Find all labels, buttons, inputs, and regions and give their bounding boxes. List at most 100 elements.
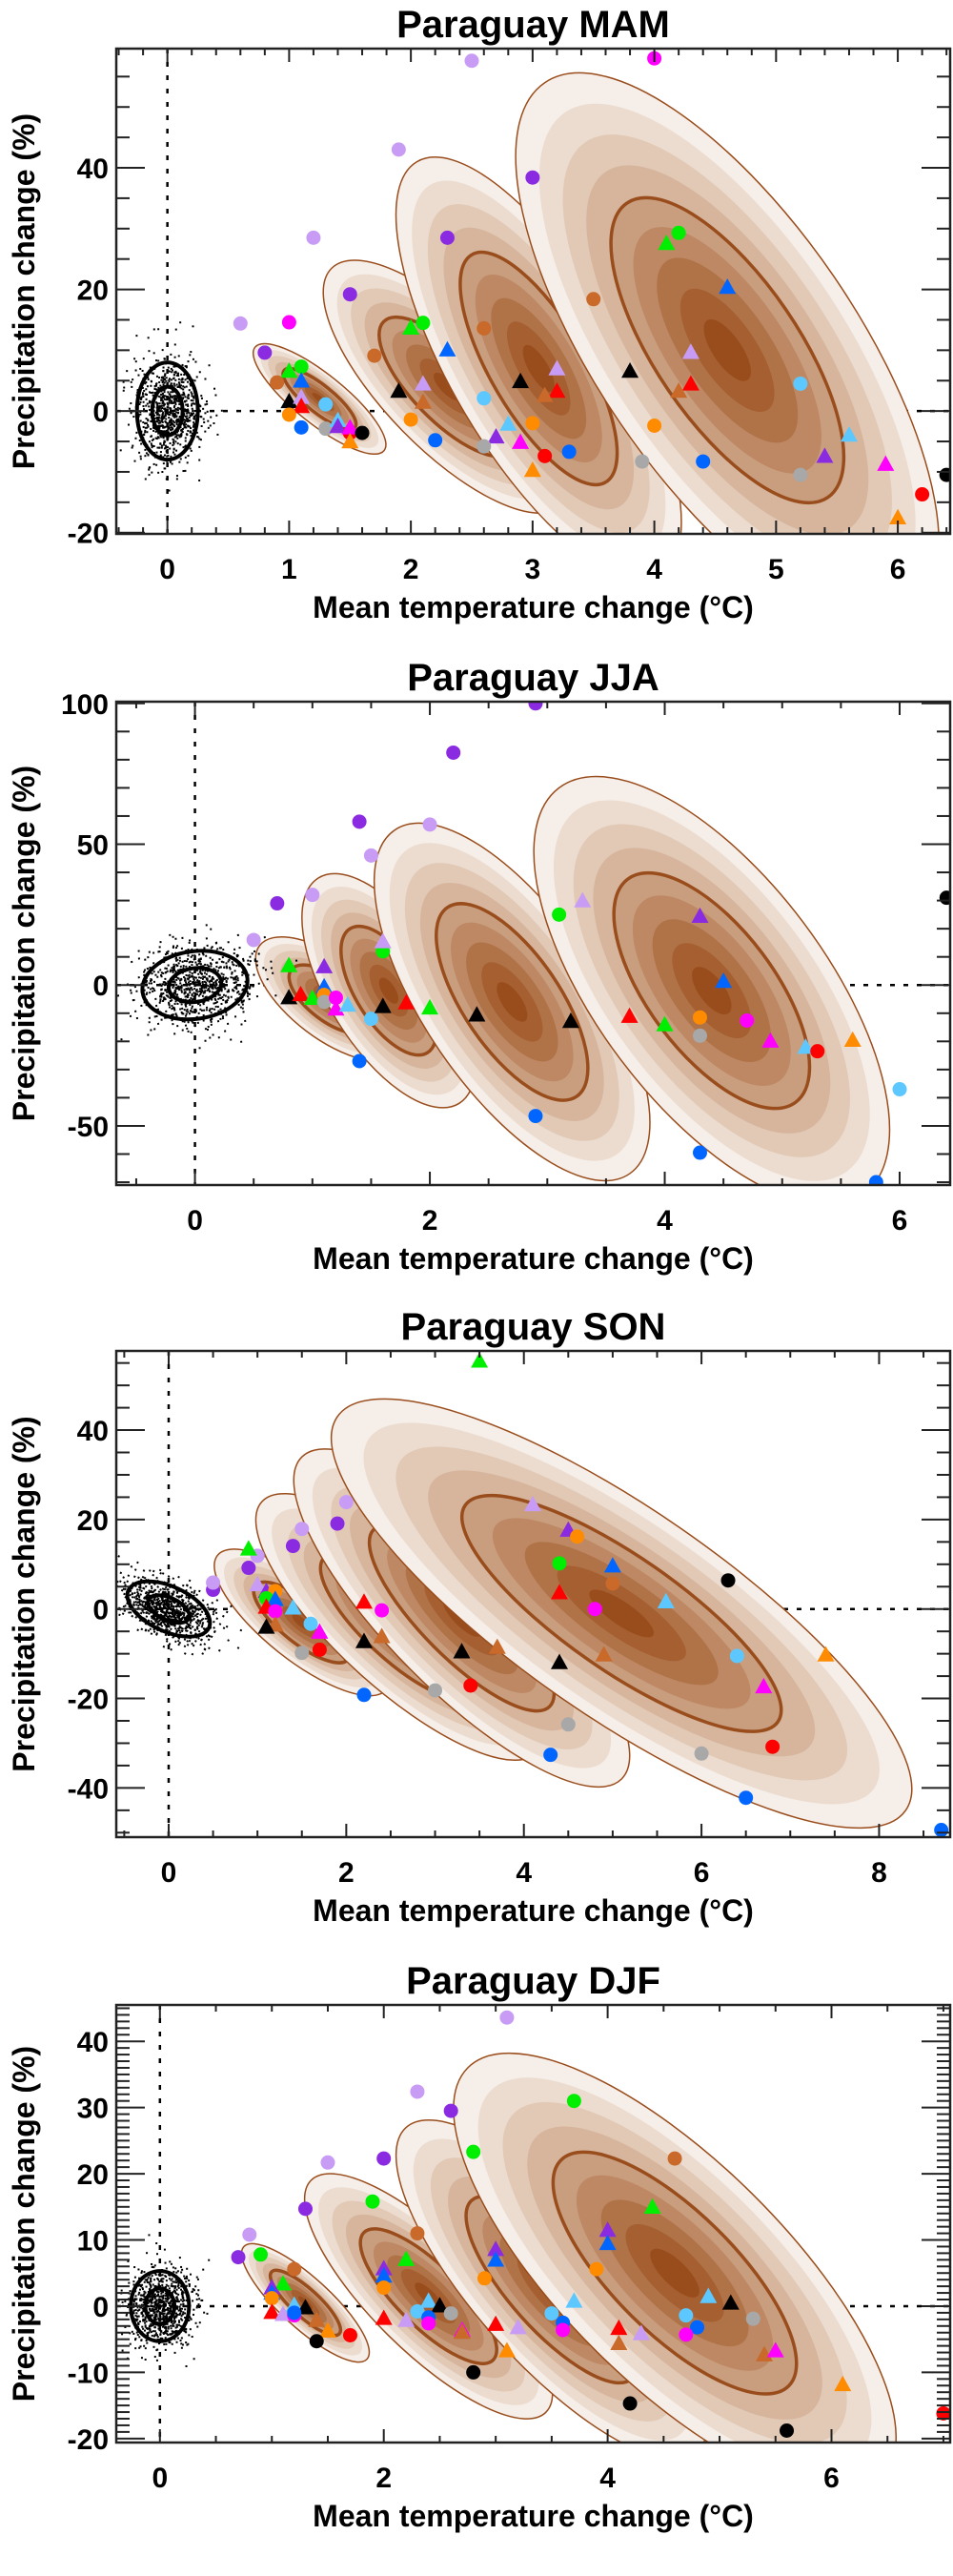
- y-tick-label: 40: [77, 153, 109, 185]
- control-dot: [221, 955, 224, 959]
- control-dot: [152, 1569, 155, 1573]
- control-dot: [184, 2316, 187, 2319]
- point-gray-circle: [318, 421, 334, 437]
- control-dot: [139, 2285, 142, 2288]
- control-dot: [224, 994, 227, 997]
- control-dot: [157, 410, 160, 413]
- control-dot: [214, 1001, 217, 1005]
- control-dot: [175, 1614, 179, 1618]
- point-orange-circle: [376, 2280, 392, 2296]
- control-dot: [175, 2300, 178, 2302]
- control-dot: [178, 1618, 182, 1622]
- control-dot: [178, 436, 181, 439]
- control-dot: [163, 1587, 167, 1591]
- control-dot: [174, 946, 178, 950]
- control-dot: [177, 355, 180, 358]
- control-dot: [159, 973, 163, 976]
- control-dot: [153, 2279, 156, 2281]
- control-dot: [128, 2281, 131, 2284]
- control-dot: [176, 385, 179, 388]
- control-dot: [183, 2275, 186, 2278]
- control-dot: [212, 986, 214, 990]
- control-dot: [193, 1011, 195, 1013]
- point-gray-circle: [560, 1717, 576, 1732]
- control-dot: [188, 425, 191, 428]
- control-dot: [163, 378, 166, 380]
- control-dot: [209, 962, 213, 965]
- point-purple-circle: [446, 745, 461, 760]
- ellipse-contour: [551, 2150, 799, 2396]
- control-dot: [156, 1585, 160, 1588]
- control-dot: [219, 1008, 222, 1011]
- point-brown-circle: [367, 348, 382, 363]
- control-dot: [142, 971, 146, 973]
- control-dot: [181, 394, 184, 397]
- control-dot: [164, 2315, 167, 2318]
- x-axis-label: Mean temperature change (°C): [313, 1893, 754, 1928]
- control-dot: [162, 436, 165, 439]
- control-dot: [149, 366, 152, 369]
- control-dot: [165, 1600, 169, 1604]
- control-dot: [174, 414, 177, 417]
- control-dot: [188, 2279, 191, 2281]
- control-dot: [154, 2306, 157, 2309]
- control-dot: [180, 2293, 183, 2296]
- control-dot: [210, 1012, 213, 1014]
- control-dot: [152, 2316, 155, 2319]
- control-dot: [132, 2312, 135, 2315]
- control-dot: [158, 2324, 161, 2327]
- y-tick-label: 0: [92, 397, 109, 428]
- control-dot: [165, 377, 168, 379]
- control-dot: [163, 2248, 166, 2251]
- control-dot: [187, 429, 190, 432]
- control-dot: [161, 381, 164, 384]
- control-dot: [187, 411, 190, 414]
- control-dot: [184, 419, 187, 422]
- control-dot: [133, 2276, 136, 2279]
- control-dot: [198, 2321, 201, 2324]
- control-dot: [131, 1595, 134, 1599]
- control-dot: [171, 462, 173, 465]
- control-dot: [178, 2313, 181, 2316]
- control-dot: [151, 987, 154, 990]
- control-dot: [184, 1629, 188, 1632]
- x-tick-label: 6: [694, 1857, 710, 1889]
- control-dot: [159, 998, 162, 1001]
- control-dot: [180, 428, 183, 431]
- control-dot: [182, 392, 185, 395]
- control-dot: [172, 2289, 175, 2292]
- control-dot: [169, 2333, 172, 2336]
- control-dot: [202, 1019, 205, 1022]
- control-dot: [186, 403, 189, 406]
- control-dot: [154, 2317, 157, 2320]
- x-axis-label: Mean temperature change (°C): [313, 590, 754, 624]
- control-dot: [172, 365, 175, 368]
- point-blue-circle: [739, 1790, 754, 1806]
- control-dot: [215, 978, 219, 982]
- point-blue-triangle: [266, 1590, 284, 1606]
- control-dot: [148, 466, 151, 469]
- control-dot: [202, 418, 205, 420]
- control-dot: [168, 378, 171, 381]
- control-dot: [175, 435, 178, 438]
- control-dot: [242, 959, 245, 962]
- control-dot: [149, 2315, 152, 2318]
- control-dot: [151, 2297, 153, 2300]
- control-dot: [180, 984, 183, 987]
- control-dot: [168, 2307, 171, 2310]
- control-dot: [241, 989, 244, 992]
- control-dot: [137, 2293, 140, 2296]
- control-dot: [163, 997, 166, 1000]
- control-dot: [122, 389, 125, 392]
- control-dot: [172, 419, 175, 422]
- control-dot: [144, 1606, 148, 1610]
- x-tick-label: 0: [187, 1205, 203, 1237]
- control-dot: [175, 2323, 178, 2326]
- control-dot: [151, 2266, 153, 2269]
- control-dot: [152, 352, 155, 355]
- control-dot: [198, 1622, 202, 1625]
- control-dot: [172, 443, 174, 446]
- control-dot: [179, 2303, 182, 2306]
- control-dot: [158, 426, 161, 429]
- control-dot: [141, 386, 144, 389]
